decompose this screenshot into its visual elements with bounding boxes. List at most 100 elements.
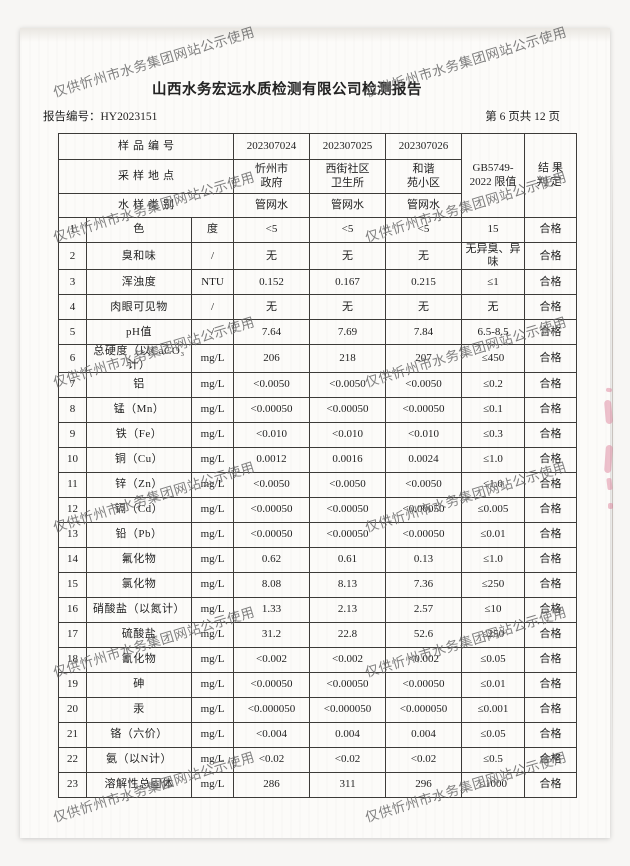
cell-unit: mg/L (190, 496, 235, 523)
cell-result: 合格 (524, 371, 578, 398)
cell-parameter: 砷 (86, 671, 192, 698)
cell-unit: mg/L (190, 721, 235, 748)
cell-limit: ≤1.0 (461, 546, 526, 573)
cell-result: 合格 (524, 546, 578, 573)
cell-value-2: <5 (309, 217, 387, 243)
cell-index: 3 (58, 269, 87, 296)
cell-unit: mg/L (190, 471, 235, 498)
report-title: 山西水务宏远水质检测有限公司检测报告 (152, 82, 422, 98)
cell-unit: mg/L (190, 371, 235, 398)
cell-value-2: 22.8 (309, 621, 387, 648)
cell-value-3: <0.000050 (385, 696, 463, 723)
cell-value-2: <0.010 (309, 421, 387, 448)
cell-unit: mg/L (190, 696, 235, 723)
cell-value-2: 2.13 (309, 596, 387, 623)
header-row-location: 采样地点 忻州市 政府 西街社区 卫生所 和谐 苑小区 (57, 159, 577, 194)
cell-unit: 度 (190, 217, 235, 243)
location-2: 西街社区 卫生所 (309, 159, 387, 194)
cell-limit: ≤0.005 (461, 496, 526, 523)
table-row: 7 铝 mg/L <0.0050 <0.0050 <0.0050 ≤0.2 合格 (58, 371, 578, 398)
cell-parameter: 氟化物 (86, 546, 192, 573)
cell-index: 5 (58, 319, 87, 346)
table-row: 5 pH值/7.64 7.69 7.84 6.5-8.5 合格 (58, 319, 578, 346)
table-row: 23 溶解性总固体 mg/L 286 311 296 ≤1000 合格 (58, 771, 578, 798)
cell-value-3: 296 (385, 771, 463, 798)
cell-value-1: <0.010 (233, 421, 311, 448)
cell-value-1: 1.33 (233, 596, 311, 623)
table-row: 18 氰化物 mg/L <0.002 <0.002 <0.002 ≤0.05 合格 (58, 646, 578, 673)
cell-value-3: <0.0050 (385, 471, 463, 498)
cell-value-1: 0.152 (233, 269, 311, 296)
sample-no-2: 202307025 (309, 133, 387, 160)
cell-value-1: 0.62 (233, 546, 311, 573)
cell-unit: mg/L (190, 344, 235, 373)
cell-index: 21 (58, 721, 87, 748)
cell-index: 22 (58, 746, 87, 773)
cell-value-1: <0.02 (233, 746, 311, 773)
cell-unit: mg/L (190, 571, 235, 598)
cell-limit: ≤250 (461, 621, 526, 648)
cell-value-1: 7.64 (233, 319, 311, 346)
cell-parameter: 锰（Mn） (86, 396, 192, 423)
table-row: 4 肉眼可见物 / 无无无无合格 (58, 294, 578, 321)
cell-value-2: <0.02 (309, 746, 387, 773)
cell-parameter: 锌（Zn） (86, 471, 192, 498)
cell-unit: mg/L (190, 546, 235, 573)
cell-parameter: 浑浊度 (86, 269, 192, 296)
cell-unit: mg/L (190, 771, 235, 798)
cell-index: 9 (58, 421, 87, 448)
cell-value-2: <0.00050 (309, 396, 387, 423)
cell-index: 16 (58, 596, 87, 623)
cell-limit: ≤1.0 (461, 471, 526, 498)
cell-limit: ≤1 (461, 269, 526, 296)
cell-parameter: 铅（Pb） (86, 521, 192, 548)
cell-index: 14 (58, 546, 87, 573)
cell-result: 合格 (524, 446, 578, 473)
cell-unit: mg/L (190, 421, 235, 448)
cell-value-3: 无 (385, 294, 463, 321)
cell-value-3: 0.215 (385, 269, 463, 296)
cell-parameter: 铝 (86, 371, 192, 398)
cell-limit: ≤0.01 (461, 671, 526, 698)
cell-parameter: 硝酸盐（以氮计） (86, 596, 192, 623)
cell-index: 20 (58, 696, 87, 723)
cell-result: 合格 (524, 396, 578, 423)
cell-parameter: 色 (86, 217, 192, 243)
cell-value-2: <0.0050 (309, 371, 387, 398)
cell-result: 合格 (524, 269, 578, 296)
cell-result: 合格 (524, 217, 578, 243)
table-row: 20 汞 mg/L <0.000050 <0.000050 <0.000050 ≤0.001… (58, 696, 578, 723)
cell-parameter: 氰化物 (86, 646, 192, 673)
cell-value-1: 无 (233, 294, 311, 321)
cell-result: 合格 (524, 721, 578, 748)
table-row: 21 铬（六价） mg/L <0.004 0.004 0.004 ≤0.05 合格 (58, 721, 578, 748)
sample-no-1: 202307024 (233, 133, 311, 160)
cell-unit: mg/L (190, 521, 235, 548)
cell-index: 10 (58, 446, 87, 473)
location-1: 忻州市 政府 (233, 159, 311, 194)
cell-value-1: <0.000050 (233, 696, 311, 723)
cell-parameter: 硫酸盐 (86, 621, 192, 648)
sample-no-3: 202307026 (385, 133, 463, 160)
type-2: 管网水 (309, 193, 387, 218)
cell-parameter: 臭和味 (86, 241, 192, 271)
cell-index: 12 (58, 496, 87, 523)
cell-limit: ≤450 (461, 344, 526, 373)
cell-value-3: 0.0024 (385, 446, 463, 473)
table-row: 13 铅（Pb） mg/L <0.00050 <0.00050 <0.00050 ≤0.01… (58, 521, 578, 548)
cell-parameter: 铁（Fe） (86, 421, 192, 448)
cell-result: 合格 (524, 571, 578, 598)
table-row: 14 氟化物 mg/L 0.62 0.61 0.13 ≤1.0 合格 (58, 546, 578, 573)
cell-value-2: 7.69 (309, 319, 387, 346)
cell-value-1: <0.002 (233, 646, 311, 673)
cell-value-3: 2.57 (385, 596, 463, 623)
cell-result: 合格 (524, 241, 578, 271)
cell-parameter: 镉（Cd） (86, 496, 192, 523)
cell-value-2: <0.00050 (309, 521, 387, 548)
cell-result: 合格 (524, 596, 578, 623)
cell-index: 11 (58, 471, 87, 498)
cell-value-2: <0.0050 (309, 471, 387, 498)
cell-value-3: <0.002 (385, 646, 463, 673)
cell-value-3: 52.6 (385, 621, 463, 648)
cell-value-3: 7.36 (385, 571, 463, 598)
